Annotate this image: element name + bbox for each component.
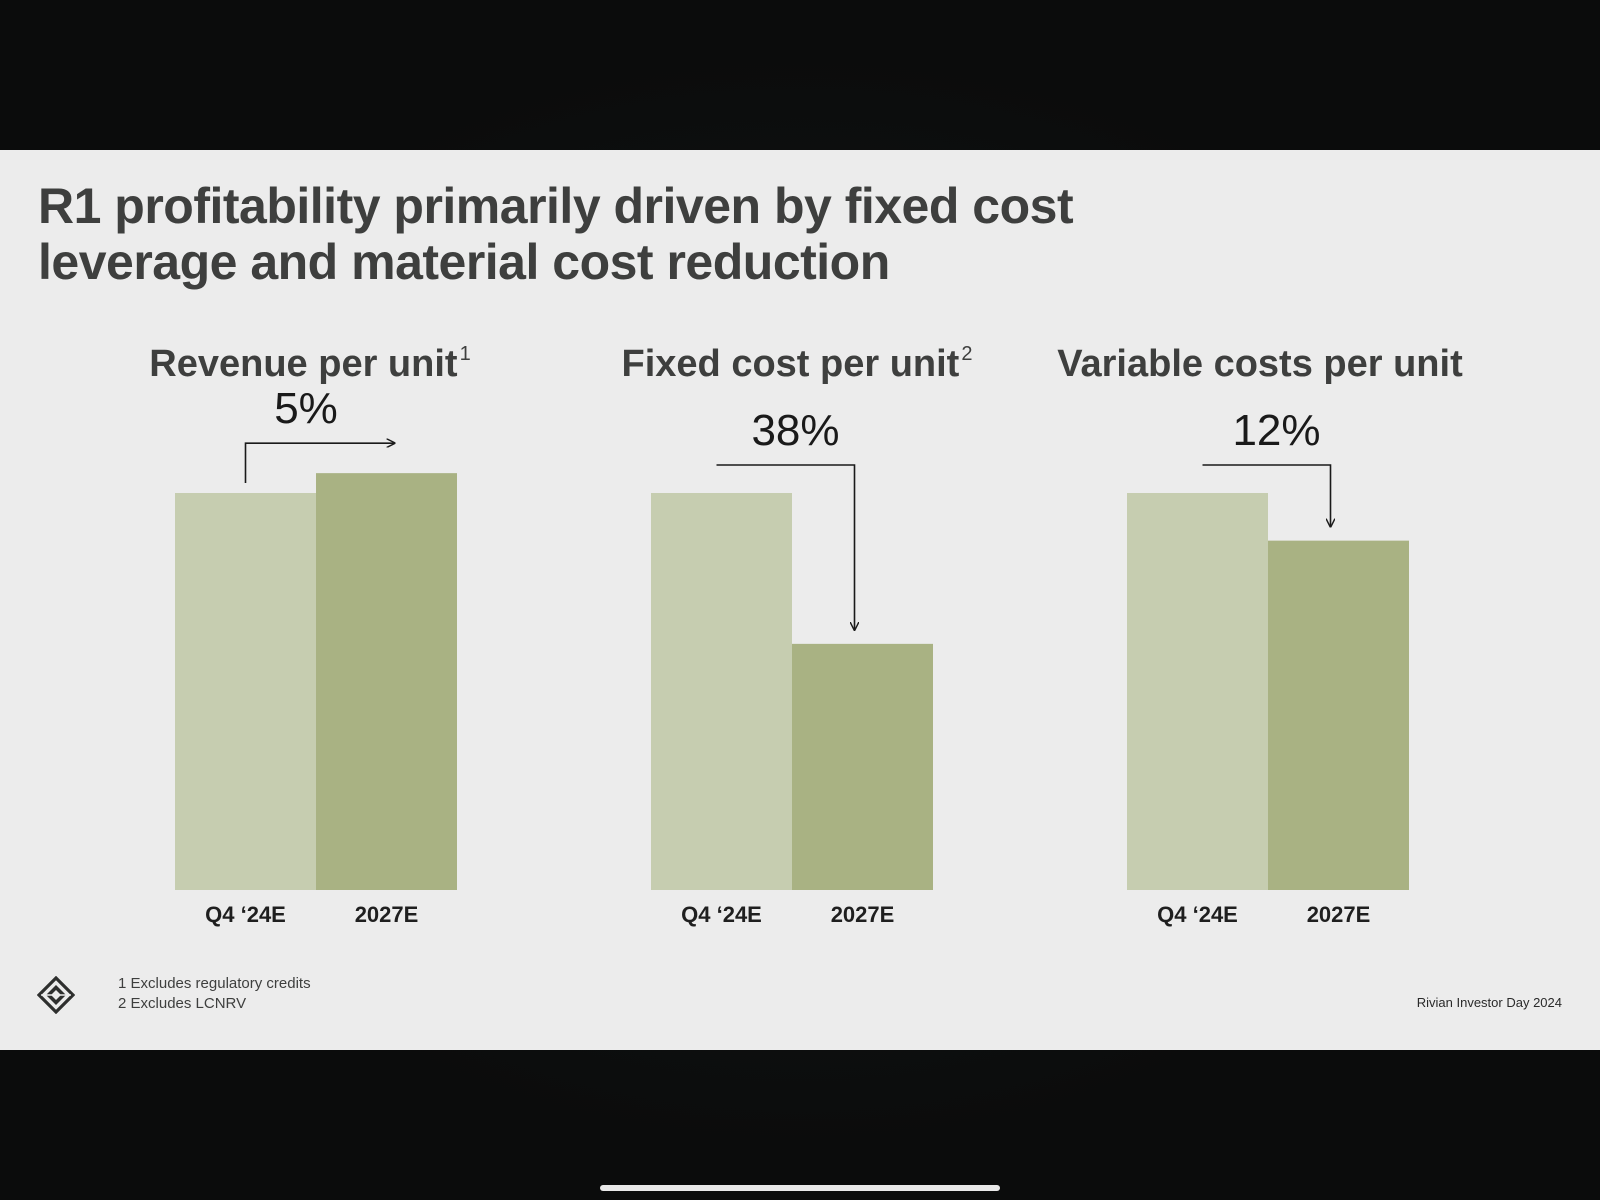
fixed-cost-per-unit-tick-label: 2027E [831, 902, 895, 927]
fixed-cost-per-unit-title: Fixed cost per unit 2 [622, 343, 973, 385]
slide-title: R1 profitability primarily driven by fix… [38, 178, 1074, 290]
footnotes: 1 Excludes regulatory credits 2 Excludes… [118, 974, 311, 1014]
revenue-per-unit-title-text: Revenue per unit [149, 343, 458, 385]
revenue-per-unit-bar-q4-24e [175, 493, 316, 890]
source-label: Rivian Investor Day 2024 [1416, 995, 1562, 1010]
variable-costs-per-unit-bar-q4-24e [1127, 493, 1268, 890]
revenue-per-unit-title: Revenue per unit 1 [149, 343, 470, 385]
variable-costs-per-unit-title: Variable costs per unit [1057, 343, 1463, 385]
charts-area: Revenue per unit 1 Q4 ‘24E 2027E 5% Fixed cos… [149, 343, 1463, 927]
revenue-per-unit-tick-label: Q4 ‘24E [205, 902, 286, 927]
revenue-per-unit-tick-label: 2027E [355, 902, 419, 927]
fixed-cost-per-unit-change-label: 38% [751, 406, 839, 455]
fixed-cost-per-unit-tick-label: Q4 ‘24E [681, 902, 762, 927]
footnote-1: 1 Excludes regulatory credits [118, 975, 311, 992]
revenue-per-unit-title-footnote-mark: 1 [460, 343, 471, 365]
home-indicator[interactable] [600, 1185, 1000, 1191]
fixed-cost-per-unit-bar-q4-24e [651, 493, 792, 890]
fixed-cost-per-unit-bar-2027e [792, 643, 933, 890]
slide: R1 profitability primarily driven by fix… [0, 150, 1600, 1050]
slide-title-line-1: R1 profitability primarily driven by fix… [38, 178, 1074, 234]
revenue-per-unit-bar-2027e [316, 473, 457, 890]
rivian-compass-icon [37, 976, 75, 1014]
variable-costs-per-unit-tick-label: Q4 ‘24E [1157, 902, 1238, 927]
variable-costs-per-unit-change-arrow [1202, 464, 1331, 527]
revenue-per-unit-change-arrow [244, 443, 395, 483]
fixed-cost-per-unit-change-arrow [716, 464, 855, 630]
variable-costs-per-unit-bar-2027e [1268, 540, 1409, 890]
variable-costs-per-unit-title-text: Variable costs per unit [1057, 343, 1463, 385]
variable-costs-per-unit-tick-label: 2027E [1307, 902, 1371, 927]
footnote-2: 2 Excludes LCNRV [118, 995, 247, 1012]
slide-title-line-2: leverage and material cost reduction [38, 234, 890, 290]
fixed-cost-per-unit-title-footnote-mark: 2 [961, 343, 972, 365]
variable-costs-per-unit-change-label: 12% [1232, 406, 1320, 455]
revenue-per-unit-change-label: 5% [274, 384, 338, 433]
fixed-cost-per-unit-title-text: Fixed cost per unit [622, 343, 960, 385]
